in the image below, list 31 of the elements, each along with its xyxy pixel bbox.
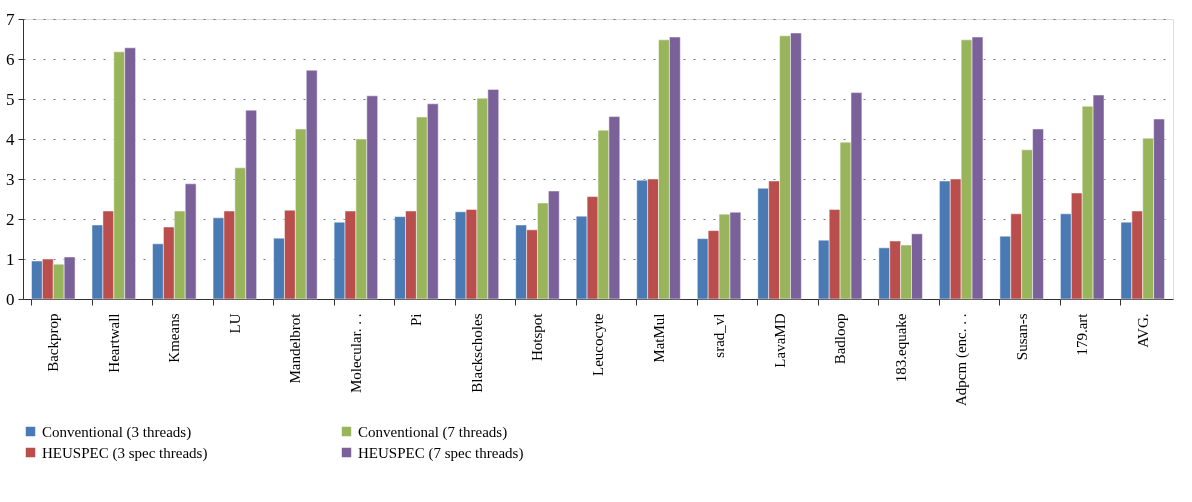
y-tick-label: 5 (6, 89, 15, 109)
x-tick-label: AVG. (1134, 313, 1151, 348)
y-tick-label: 6 (6, 49, 15, 69)
x-tick-label: Leucocyte (590, 313, 606, 376)
x-tick-label: 179.art (1074, 312, 1091, 356)
x-tick-label: LU (226, 313, 243, 334)
x-tick-label: Adpcm (enc. . . (953, 313, 971, 406)
x-tick-label: Hotspot (529, 312, 546, 362)
legend-label: HEUSPEC (3 spec threads) (42, 444, 208, 462)
legend-label: HEUSPEC (7 spec threads) (358, 444, 524, 462)
y-tick-label: 7 (6, 9, 15, 29)
x-tick-label: Badloop (832, 313, 849, 365)
y-tick-label: 1 (6, 249, 15, 269)
legend-label: Conventional (7 threads) (358, 423, 508, 441)
y-tick-label: 2 (6, 209, 15, 229)
x-tick-label: Heartwall (105, 313, 122, 373)
x-tick-label: Susan-s (1013, 313, 1030, 361)
x-tick-label: Blackscholes (468, 313, 485, 393)
x-tick-label: Mandelbrot (287, 312, 304, 384)
x-tick-label: LavaMD (771, 313, 788, 368)
y-tick-label: 3 (6, 169, 15, 189)
x-tick-label: Backprop (45, 313, 62, 372)
y-tick-label: 4 (6, 129, 15, 149)
y-tick-label: 0 (6, 289, 15, 309)
x-tick-label: MatMul (650, 313, 667, 363)
legend-label: Conventional (3 threads) (42, 423, 192, 441)
x-tick-label: srad_vl (711, 313, 728, 358)
x-tick-label: Kmeans (166, 313, 183, 363)
x-tick-label: Pi (408, 313, 425, 327)
x-tick-label: Molecular. . . (347, 313, 364, 394)
x-tick-label: 183.equake (892, 313, 909, 383)
